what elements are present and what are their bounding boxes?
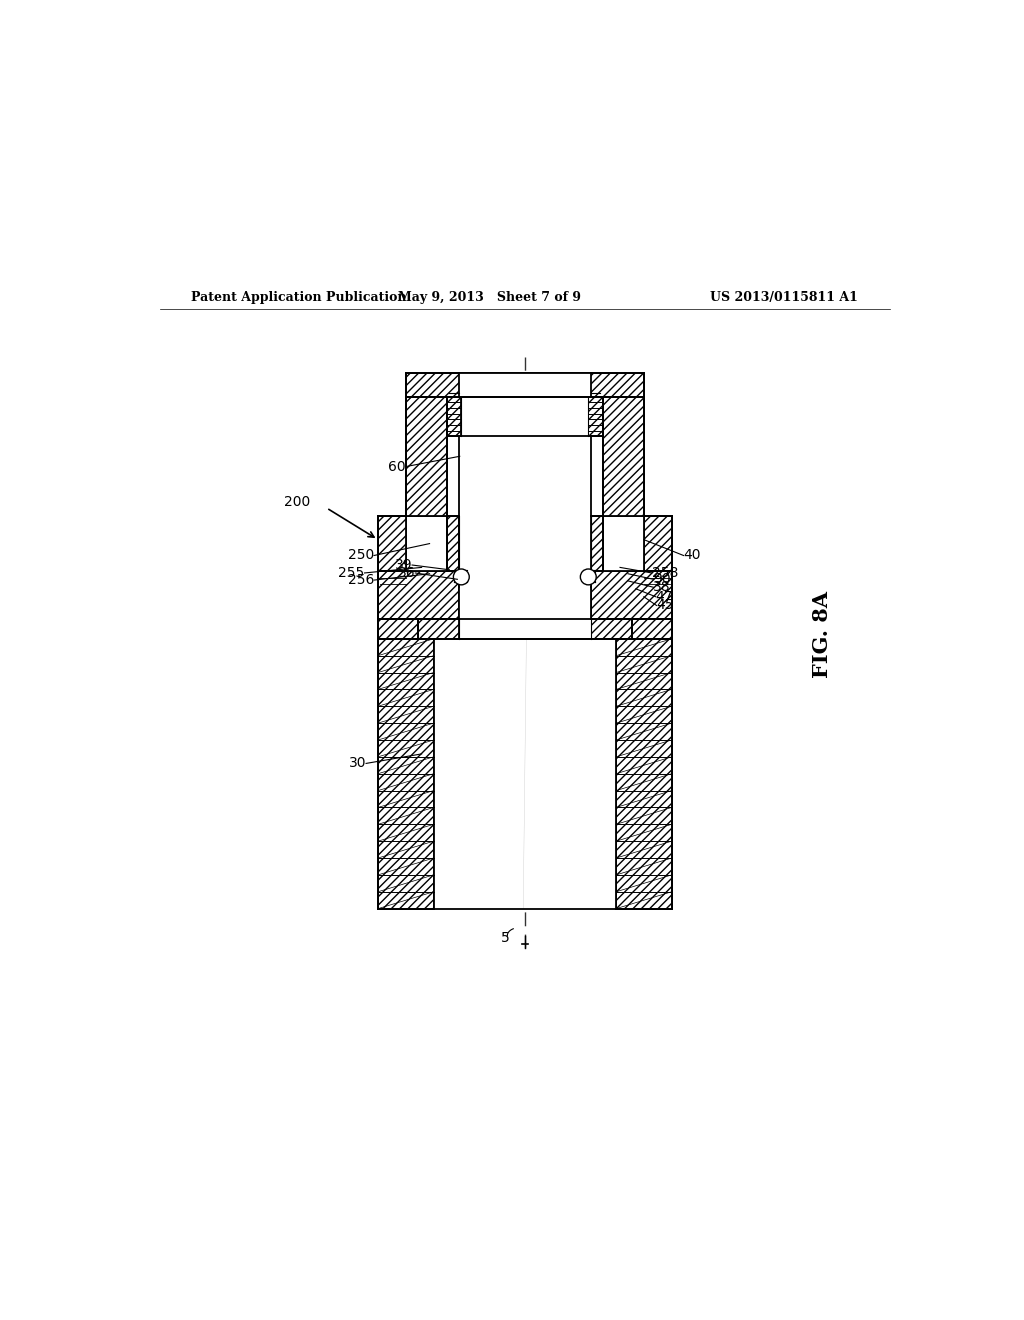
Text: 30: 30	[348, 756, 367, 771]
Bar	[406, 397, 447, 516]
Text: FIG. 8A: FIG. 8A	[812, 591, 833, 678]
Bar	[588, 397, 602, 437]
Circle shape	[581, 569, 596, 585]
Bar	[632, 619, 672, 639]
Text: 47: 47	[655, 590, 673, 603]
Bar	[447, 397, 462, 437]
Bar	[591, 516, 602, 572]
Bar	[378, 572, 459, 619]
Bar	[406, 374, 644, 397]
Text: Patent Application Publication: Patent Application Publication	[191, 292, 407, 304]
Bar	[447, 516, 459, 572]
Bar	[588, 397, 602, 437]
Text: 36: 36	[397, 566, 416, 579]
Text: 256: 256	[347, 573, 374, 587]
Circle shape	[454, 569, 469, 585]
Bar	[644, 516, 672, 572]
Bar	[378, 516, 406, 572]
Bar	[591, 572, 672, 619]
Text: 45: 45	[656, 598, 674, 612]
Bar	[433, 639, 616, 908]
Bar	[447, 397, 462, 437]
Bar	[602, 397, 644, 516]
Text: 60: 60	[388, 459, 406, 474]
Bar	[418, 619, 459, 639]
Bar	[616, 639, 672, 908]
Text: 40: 40	[684, 549, 701, 562]
Text: US 2013/0115811 A1: US 2013/0115811 A1	[711, 292, 858, 304]
Bar	[378, 639, 433, 908]
Bar	[591, 516, 602, 572]
Bar	[591, 619, 632, 639]
Bar	[459, 374, 591, 397]
Bar	[406, 397, 447, 516]
Text: 38: 38	[653, 581, 671, 594]
Text: 250: 250	[348, 549, 374, 562]
Bar	[591, 572, 672, 619]
Bar	[459, 619, 591, 639]
Text: May 9, 2013   Sheet 7 of 9: May 9, 2013 Sheet 7 of 9	[397, 292, 581, 304]
Bar	[459, 437, 591, 587]
Bar	[602, 397, 644, 516]
Bar	[378, 619, 418, 639]
Text: 90: 90	[653, 573, 671, 586]
Bar	[418, 619, 459, 639]
Bar	[459, 587, 591, 619]
Text: 5: 5	[501, 931, 509, 945]
Bar	[378, 516, 406, 572]
Bar	[378, 572, 459, 619]
Bar	[378, 619, 418, 639]
Bar	[591, 619, 632, 639]
Bar	[616, 639, 672, 908]
Bar	[632, 619, 672, 639]
Bar	[378, 639, 433, 908]
Bar	[462, 397, 588, 437]
Text: 258: 258	[652, 566, 678, 579]
Text: 255: 255	[338, 566, 365, 579]
Bar	[447, 516, 459, 572]
Text: 39: 39	[394, 558, 412, 572]
Text: 200: 200	[285, 495, 310, 510]
Bar	[406, 374, 644, 397]
Bar	[644, 516, 672, 572]
